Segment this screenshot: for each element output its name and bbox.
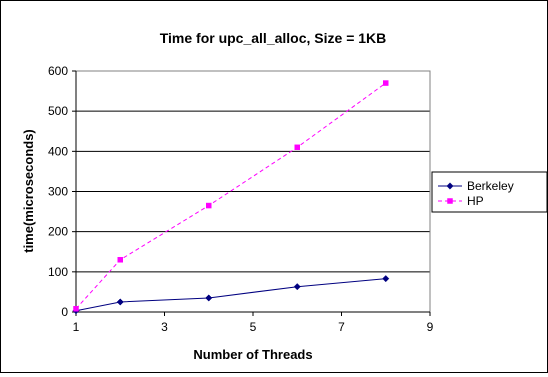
data-point-hp	[117, 257, 123, 263]
data-point-berkeley	[205, 294, 213, 302]
y-tick-label: 200	[48, 225, 68, 239]
data-point-hp	[206, 202, 212, 209]
legend-swatch-marker	[446, 182, 454, 190]
data-point-berkeley	[293, 283, 301, 291]
x-axis-title: Number of Threads	[193, 347, 312, 362]
data-point-hp	[383, 80, 389, 86]
y-tick-label: 600	[48, 64, 68, 78]
series-hp	[73, 80, 389, 312]
x-tick-label: 1	[73, 320, 80, 334]
x-tick-label: 7	[338, 320, 345, 334]
y-tick-label: 100	[48, 265, 68, 279]
x-tick-label: 5	[250, 320, 257, 334]
legend-swatch-marker	[447, 198, 453, 204]
axes: 0 100 200 300 400 500 600 1 3 5 7 9	[48, 64, 434, 334]
data-point-berkeley	[116, 298, 124, 306]
y-axis-title: time(microseconds)	[21, 129, 36, 253]
y-tick-label: 0	[61, 305, 68, 319]
legend-item-berkeley: Berkeley	[438, 179, 514, 193]
y-tick-label: 500	[48, 104, 68, 118]
legend-label: Berkeley	[467, 179, 514, 193]
chart-title: Time for upc_all_alloc, Size = 1KB	[160, 30, 387, 46]
data-point-hp	[73, 306, 79, 312]
data-point-berkeley	[382, 275, 390, 283]
legend-item-hp: HP	[438, 194, 484, 208]
x-tick-label: 9	[427, 320, 434, 334]
legend-box	[431, 171, 548, 213]
legend-label: HP	[467, 194, 484, 208]
y-tick-label: 300	[48, 185, 68, 199]
y-tick-label: 400	[48, 144, 68, 158]
data-point-hp	[294, 144, 300, 151]
series-lines	[72, 80, 390, 315]
x-tick-label: 3	[161, 320, 168, 334]
